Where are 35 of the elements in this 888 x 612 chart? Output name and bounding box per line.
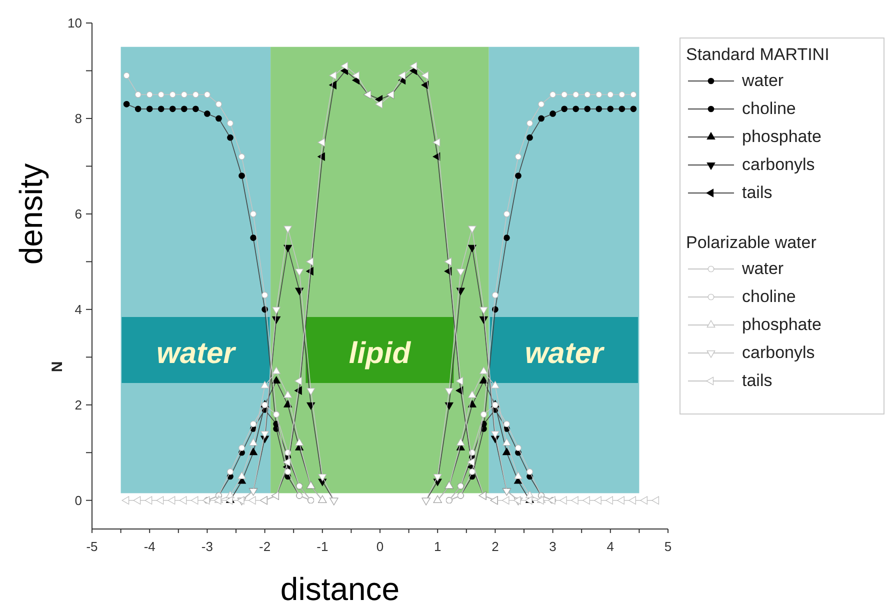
legend-label: choline xyxy=(742,99,796,118)
text: Standard MARTINI xyxy=(686,45,830,64)
x-tick-label: 4 xyxy=(606,539,614,554)
legend-label: tails xyxy=(742,371,772,390)
y-tick-label: 0 xyxy=(74,492,82,508)
band-label: lipid xyxy=(348,337,412,370)
legend-label: phosphate xyxy=(742,127,822,146)
legend-label: carbonyls xyxy=(742,155,815,174)
legend-label: tails xyxy=(742,183,772,202)
x-tick-label: -1 xyxy=(316,539,328,554)
x-axis-title: distance xyxy=(280,571,400,607)
y-tick-label: 10 xyxy=(68,16,82,30)
x-tick-label: -2 xyxy=(259,539,271,554)
legend-label: carbonyls xyxy=(742,343,815,362)
x-tick-label: 0 xyxy=(376,539,384,554)
legend-label: water xyxy=(741,71,784,90)
band-label: water xyxy=(156,337,238,370)
x-tick-label: 1 xyxy=(434,539,442,554)
y-tick-label: 6 xyxy=(74,206,82,222)
band-label: water xyxy=(524,337,606,370)
legend-label: phosphate xyxy=(742,315,822,334)
x-tick-label: -3 xyxy=(201,539,213,554)
text: N xyxy=(49,361,66,372)
x-tick-label: 2 xyxy=(492,539,499,554)
legend-label: water xyxy=(741,259,784,278)
legend-label: choline xyxy=(742,287,796,306)
y-tick-label: 2 xyxy=(74,397,82,412)
x-tick-label: -4 xyxy=(144,539,156,554)
x-tick-label: 5 xyxy=(664,539,672,554)
y-axis-title: density xyxy=(13,163,49,265)
text: Polarizable water xyxy=(686,233,816,252)
y-tick-label: 4 xyxy=(74,302,82,317)
x-tick-label: -5 xyxy=(86,539,98,554)
y-tick-label: 8 xyxy=(74,110,82,126)
x-tick-label: 3 xyxy=(549,539,556,554)
